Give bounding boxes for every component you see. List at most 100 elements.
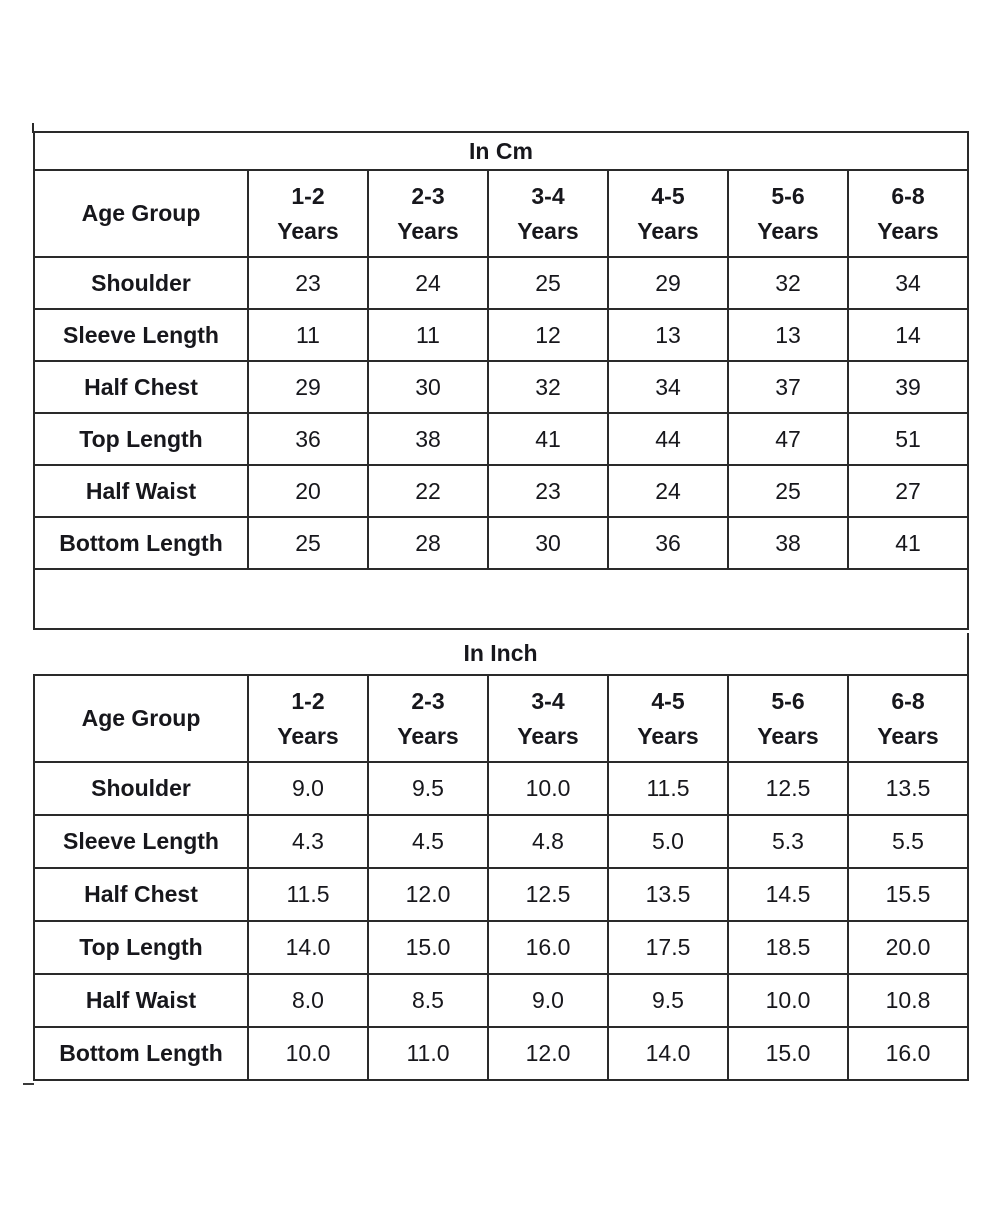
- inch-col-header-5-6-years: 5-6 Years: [727, 674, 849, 763]
- measurement-value: 37: [727, 360, 849, 414]
- inch-corner-header: Age Group: [33, 674, 249, 763]
- cm-col-header-4-5-years: 4-5 Years: [607, 169, 729, 258]
- measurement-value: 11: [247, 308, 369, 362]
- age-range-label: 3-4: [531, 687, 565, 714]
- measurement-value: 5.5: [847, 814, 969, 869]
- measurement-value: 23: [487, 464, 609, 518]
- measurement-value: 30: [367, 360, 489, 414]
- measurement-value: 25: [247, 516, 369, 570]
- measurement-value: 24: [367, 256, 489, 310]
- years-label: Years: [277, 722, 339, 749]
- inch-col-header-2-3-years: 2-3 Years: [367, 674, 489, 763]
- measurement-value: 20: [247, 464, 369, 518]
- border-artifact-top-left: [32, 123, 34, 133]
- measurement-value: 8.0: [247, 973, 369, 1028]
- measurement-value: 14.0: [607, 1026, 729, 1081]
- measurement-value: 11.0: [367, 1026, 489, 1081]
- row-label: Top Length: [33, 412, 249, 466]
- measurement-value: 9.5: [367, 761, 489, 816]
- measurement-value: 10.0: [487, 761, 609, 816]
- measurement-value: 22: [367, 464, 489, 518]
- measurement-value: 34: [607, 360, 729, 414]
- measurement-value: 9.0: [487, 973, 609, 1028]
- years-label: Years: [757, 217, 819, 244]
- measurement-value: 41: [487, 412, 609, 466]
- cm-col-header-1-2-years: 1-2 Years: [247, 169, 369, 258]
- measurement-value: 10.8: [847, 973, 969, 1028]
- years-label: Years: [517, 722, 579, 749]
- cm-table-empty-row: [33, 568, 969, 630]
- measurement-value: 4.5: [367, 814, 489, 869]
- inch-table-header-row: Age Group 1-2 Years 2-3 Years 3-4 Years …: [33, 674, 969, 763]
- measurement-value: 12.0: [487, 1026, 609, 1081]
- measurement-value: 51: [847, 412, 969, 466]
- measurement-value: 13: [607, 308, 729, 362]
- years-label: Years: [397, 722, 459, 749]
- row-label: Shoulder: [33, 761, 249, 816]
- measurement-value: 14.0: [247, 920, 369, 975]
- cm-col-header-6-8-years: 6-8 Years: [847, 169, 969, 258]
- measurement-value: 47: [727, 412, 849, 466]
- measurement-value: 20.0: [847, 920, 969, 975]
- measurement-value: 29: [607, 256, 729, 310]
- cm-row-sleeve-length: Sleeve Length 11 11 12 13 13 14: [33, 308, 969, 362]
- inch-col-header-1-2-years: 1-2 Years: [247, 674, 369, 763]
- cm-table-header-row: Age Group 1-2 Years 2-3 Years 3-4 Years …: [33, 169, 969, 258]
- inch-size-table: In Inch Age Group 1-2 Years 2-3 Years 3-…: [33, 633, 969, 1081]
- cm-col-header-5-6-years: 5-6 Years: [727, 169, 849, 258]
- row-label: Bottom Length: [33, 516, 249, 570]
- measurement-value: 38: [727, 516, 849, 570]
- age-range-label: 1-2: [291, 182, 325, 209]
- age-range-label: 2-3: [411, 687, 445, 714]
- measurement-value: 4.3: [247, 814, 369, 869]
- measurement-value: 27: [847, 464, 969, 518]
- measurement-value: 10.0: [247, 1026, 369, 1081]
- age-range-label: 6-8: [891, 182, 925, 209]
- measurement-value: 14.5: [727, 867, 849, 922]
- measurement-value: 13.5: [847, 761, 969, 816]
- measurement-value: 9.0: [247, 761, 369, 816]
- age-range-label: 4-5: [651, 182, 685, 209]
- age-range-label: 2-3: [411, 182, 445, 209]
- inch-row-half-waist: Half Waist 8.0 8.5 9.0 9.5 10.0 10.8: [33, 973, 969, 1028]
- inch-row-half-chest: Half Chest 11.5 12.0 12.5 13.5 14.5 15.5: [33, 867, 969, 922]
- empty-cell: [33, 568, 969, 630]
- cm-row-shoulder: Shoulder 23 24 25 29 32 34: [33, 256, 969, 310]
- years-label: Years: [397, 217, 459, 244]
- measurement-value: 34: [847, 256, 969, 310]
- age-range-label: 5-6: [771, 182, 805, 209]
- measurement-value: 8.5: [367, 973, 489, 1028]
- years-label: Years: [277, 217, 339, 244]
- measurement-value: 18.5: [727, 920, 849, 975]
- inch-row-sleeve-length: Sleeve Length 4.3 4.5 4.8 5.0 5.3 5.5: [33, 814, 969, 869]
- measurement-value: 12.5: [487, 867, 609, 922]
- years-label: Years: [637, 722, 699, 749]
- inch-table-title: In Inch: [34, 633, 969, 676]
- inch-row-bottom-length: Bottom Length 10.0 11.0 12.0 14.0 15.0 1…: [33, 1026, 969, 1081]
- border-artifact-bottom-left: [23, 1083, 34, 1085]
- cm-corner-header: Age Group: [33, 169, 249, 258]
- inch-table-title-row: In Inch: [34, 633, 969, 676]
- years-label: Years: [517, 217, 579, 244]
- measurement-value: 13.5: [607, 867, 729, 922]
- measurement-value: 36: [247, 412, 369, 466]
- measurement-value: 39: [847, 360, 969, 414]
- row-label: Half Chest: [33, 360, 249, 414]
- cm-size-table: In Cm Age Group 1-2 Years 2-3 Years 3-4 …: [33, 131, 969, 630]
- measurement-value: 14: [847, 308, 969, 362]
- measurement-value: 44: [607, 412, 729, 466]
- cm-col-header-3-4-years: 3-4 Years: [487, 169, 609, 258]
- measurement-value: 13: [727, 308, 849, 362]
- measurement-value: 12.0: [367, 867, 489, 922]
- measurement-value: 25: [487, 256, 609, 310]
- inch-row-shoulder: Shoulder 9.0 9.5 10.0 11.5 12.5 13.5: [33, 761, 969, 816]
- measurement-value: 11.5: [607, 761, 729, 816]
- years-label: Years: [637, 217, 699, 244]
- age-range-label: 6-8: [891, 687, 925, 714]
- measurement-value: 16.0: [487, 920, 609, 975]
- measurement-value: 12.5: [727, 761, 849, 816]
- measurement-value: 23: [247, 256, 369, 310]
- cm-col-header-2-3-years: 2-3 Years: [367, 169, 489, 258]
- row-label: Half Chest: [33, 867, 249, 922]
